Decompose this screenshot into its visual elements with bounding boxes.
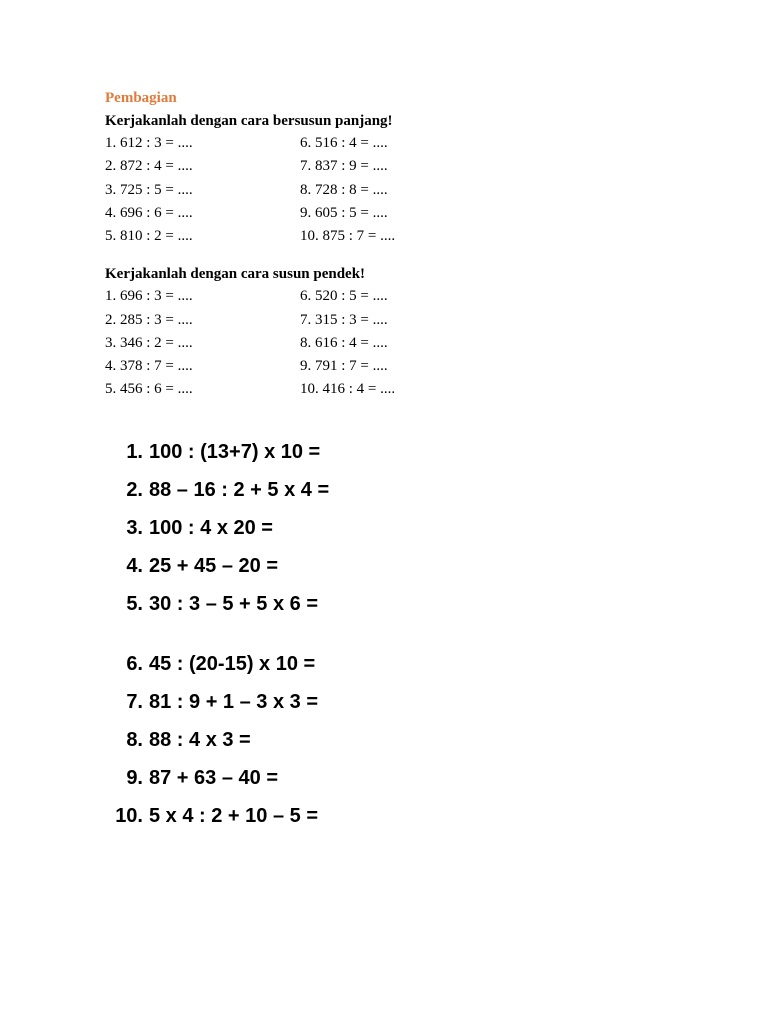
problem-col-left-2: 1. 696 : 3 = .... 2. 285 : 3 = .... 3. 3…: [105, 285, 300, 401]
large-number: 6.: [111, 646, 149, 682]
problem-col-left-1: 1. 612 : 3 = .... 2. 872 : 4 = .... 3. 7…: [105, 132, 300, 248]
large-item: 2. 88 – 16 : 2 + 5 x 4 =: [111, 472, 663, 508]
problem-item: 2. 285 : 3 = ....: [105, 309, 300, 332]
problem-item: 4. 696 : 6 = ....: [105, 202, 300, 225]
problem-item: 10. 416 : 4 = ....: [300, 378, 663, 401]
large-expression: 30 : 3 – 5 + 5 x 6 =: [149, 586, 318, 622]
problem-col-right-2: 6. 520 : 5 = .... 7. 315 : 3 = .... 8. 6…: [300, 285, 663, 401]
large-item: 9. 87 + 63 – 40 =: [111, 760, 663, 796]
large-expression: 100 : 4 x 20 =: [149, 510, 273, 546]
problem-item: 1. 612 : 3 = ....: [105, 132, 300, 155]
large-item: 3. 100 : 4 x 20 =: [111, 510, 663, 546]
large-number: 10.: [111, 798, 149, 834]
large-item: 1. 100 : (13+7) x 10 =: [111, 434, 663, 470]
instruction-1: Kerjakanlah dengan cara bersusun panjang…: [105, 113, 663, 130]
instruction-2: Kerjakanlah dengan cara susun pendek!: [105, 266, 663, 283]
problem-item: 5. 456 : 6 = ....: [105, 378, 300, 401]
large-item: 7. 81 : 9 + 1 – 3 x 3 =: [111, 684, 663, 720]
problem-item: 7. 315 : 3 = ....: [300, 309, 663, 332]
problem-item: 2. 872 : 4 = ....: [105, 155, 300, 178]
large-number: 2.: [111, 472, 149, 508]
large-expression: 87 + 63 – 40 =: [149, 760, 278, 796]
large-item: 6. 45 : (20-15) x 10 =: [111, 646, 663, 682]
large-expression: 25 + 45 – 20 =: [149, 548, 278, 584]
large-number: 9.: [111, 760, 149, 796]
problem-item: 5. 810 : 2 = ....: [105, 225, 300, 248]
large-item: 4. 25 + 45 – 20 =: [111, 548, 663, 584]
large-expression: 88 – 16 : 2 + 5 x 4 =: [149, 472, 329, 508]
large-number: 1.: [111, 434, 149, 470]
large-number: 8.: [111, 722, 149, 758]
problem-item: 3. 725 : 5 = ....: [105, 179, 300, 202]
large-problems: 1. 100 : (13+7) x 10 = 2. 88 – 16 : 2 + …: [105, 434, 663, 834]
large-expression: 81 : 9 + 1 – 3 x 3 =: [149, 684, 318, 720]
problem-item: 7. 837 : 9 = ....: [300, 155, 663, 178]
large-number: 4.: [111, 548, 149, 584]
problem-grid-1: 1. 612 : 3 = .... 2. 872 : 4 = .... 3. 7…: [105, 132, 663, 248]
problem-item: 6. 520 : 5 = ....: [300, 285, 663, 308]
problem-item: 6. 516 : 4 = ....: [300, 132, 663, 155]
large-item: 5. 30 : 3 – 5 + 5 x 6 =: [111, 586, 663, 622]
problem-item: 8. 728 : 8 = ....: [300, 179, 663, 202]
large-number: 5.: [111, 586, 149, 622]
problem-item: 8. 616 : 4 = ....: [300, 332, 663, 355]
large-item: 10. 5 x 4 : 2 + 10 – 5 =: [111, 798, 663, 834]
large-number: 3.: [111, 510, 149, 546]
problem-item: 3. 346 : 2 = ....: [105, 332, 300, 355]
problem-item: 10. 875 : 7 = ....: [300, 225, 663, 248]
group-spacer: [111, 624, 663, 646]
large-expression: 100 : (13+7) x 10 =: [149, 434, 320, 470]
section-title: Pembagian: [105, 90, 663, 107]
problem-item: 9. 605 : 5 = ....: [300, 202, 663, 225]
large-expression: 88 : 4 x 3 =: [149, 722, 251, 758]
problem-item: 1. 696 : 3 = ....: [105, 285, 300, 308]
problem-grid-2: 1. 696 : 3 = .... 2. 285 : 3 = .... 3. 3…: [105, 285, 663, 401]
large-item: 8. 88 : 4 x 3 =: [111, 722, 663, 758]
problem-item: 4. 378 : 7 = ....: [105, 355, 300, 378]
problem-col-right-1: 6. 516 : 4 = .... 7. 837 : 9 = .... 8. 7…: [300, 132, 663, 248]
large-expression: 45 : (20-15) x 10 =: [149, 646, 315, 682]
large-expression: 5 x 4 : 2 + 10 – 5 =: [149, 798, 318, 834]
problem-item: 9. 791 : 7 = ....: [300, 355, 663, 378]
large-number: 7.: [111, 684, 149, 720]
